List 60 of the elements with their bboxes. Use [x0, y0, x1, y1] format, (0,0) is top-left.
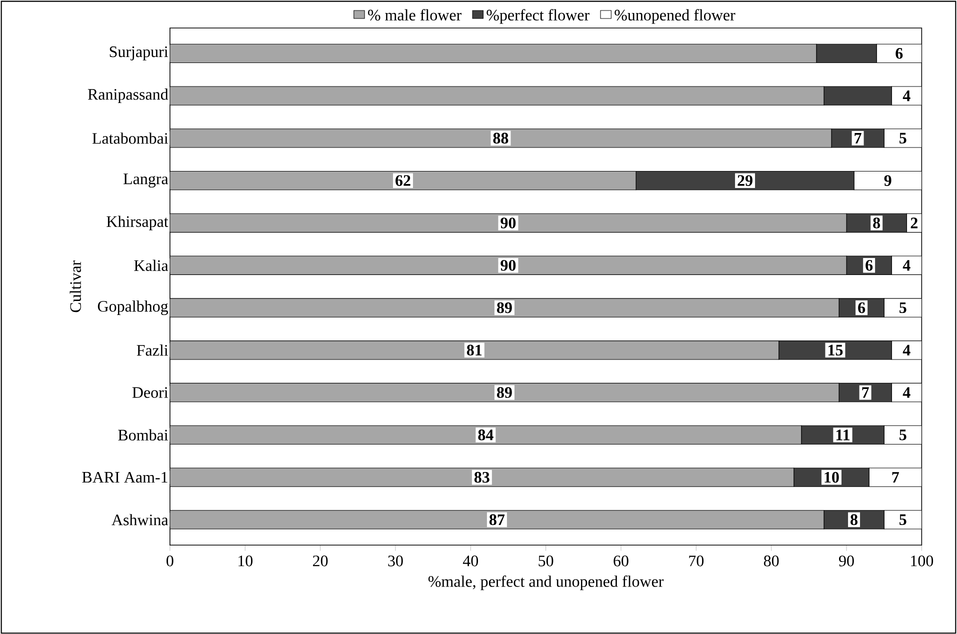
y-tick-label: Khirsapat: [106, 216, 168, 230]
data-label: 6: [896, 48, 903, 59]
x-tick-label: 20: [313, 555, 328, 566]
data-label: 8: [850, 514, 858, 525]
legend-label: %perfect flower: [486, 8, 590, 24]
x-tick-label: 40: [462, 555, 478, 566]
data-label: 15: [828, 344, 843, 356]
data-label: 10: [824, 472, 839, 482]
x-tick-label: 90: [839, 555, 854, 566]
data-label: 90: [500, 217, 516, 228]
x-axis-title: %male, perfect and unopened flower: [428, 575, 664, 590]
data-label: 8: [873, 217, 880, 228]
y-tick-label: Gopalbhog: [98, 300, 168, 315]
y-tick-label: Latabombai: [92, 132, 168, 144]
data-label: 5: [900, 514, 906, 525]
data-label: 29: [738, 174, 752, 186]
data-label: 89: [496, 302, 512, 313]
data-label: 9: [884, 174, 892, 186]
data-label: 6: [858, 302, 866, 313]
legend-label: % male flower: [368, 8, 462, 20]
data-label: 5: [900, 302, 906, 313]
y-tick-label: BARI Aam-1: [82, 472, 168, 482]
y-tick-label: Ranipassand: [88, 88, 168, 103]
data-label: 6: [866, 260, 873, 271]
x-tick-label: 0: [166, 555, 174, 566]
x-tick-label: 70: [689, 555, 704, 566]
data-label: 4: [902, 90, 910, 101]
y-tick-label: Ashwina: [112, 514, 168, 526]
data-label: 7: [854, 132, 862, 144]
data-label: 7: [892, 472, 899, 482]
data-label: 89: [496, 386, 512, 398]
data-label: 90: [500, 260, 516, 271]
y-tick-label: Surjapuri: [110, 46, 168, 60]
x-tick-label: 10: [238, 555, 252, 566]
data-label: 7: [862, 387, 869, 398]
data-label: 2: [910, 217, 918, 228]
data-label: 83: [474, 472, 490, 482]
data-label: 81: [466, 344, 482, 356]
x-tick-label: 30: [388, 555, 403, 566]
data-label: 62: [396, 174, 410, 186]
data-label: 84: [478, 429, 494, 440]
x-tick-label: 100: [911, 555, 934, 566]
data-label: 4: [902, 344, 910, 356]
data-label: 87: [489, 514, 505, 525]
x-tick-label: 50: [538, 555, 554, 566]
legend-label: %unopened flower: [614, 8, 736, 24]
x-tick-label: 60: [614, 555, 628, 566]
y-tick-label: Fazli: [136, 344, 168, 356]
data-label: 11: [836, 429, 850, 440]
data-label: 5: [900, 132, 906, 144]
data-label: 88: [493, 132, 508, 144]
data-label: 4: [902, 260, 910, 270]
y-axis-title: Cultivar: [70, 260, 81, 312]
y-tick-label: Deori: [132, 386, 168, 398]
y-tick-label: Langra: [124, 173, 168, 188]
data-label: 5: [900, 429, 906, 440]
data-label: 4: [902, 387, 910, 398]
y-tick-label: Bombai: [118, 429, 168, 440]
x-tick-label: 80: [764, 555, 779, 566]
y-tick-label: Kalia: [134, 260, 168, 271]
